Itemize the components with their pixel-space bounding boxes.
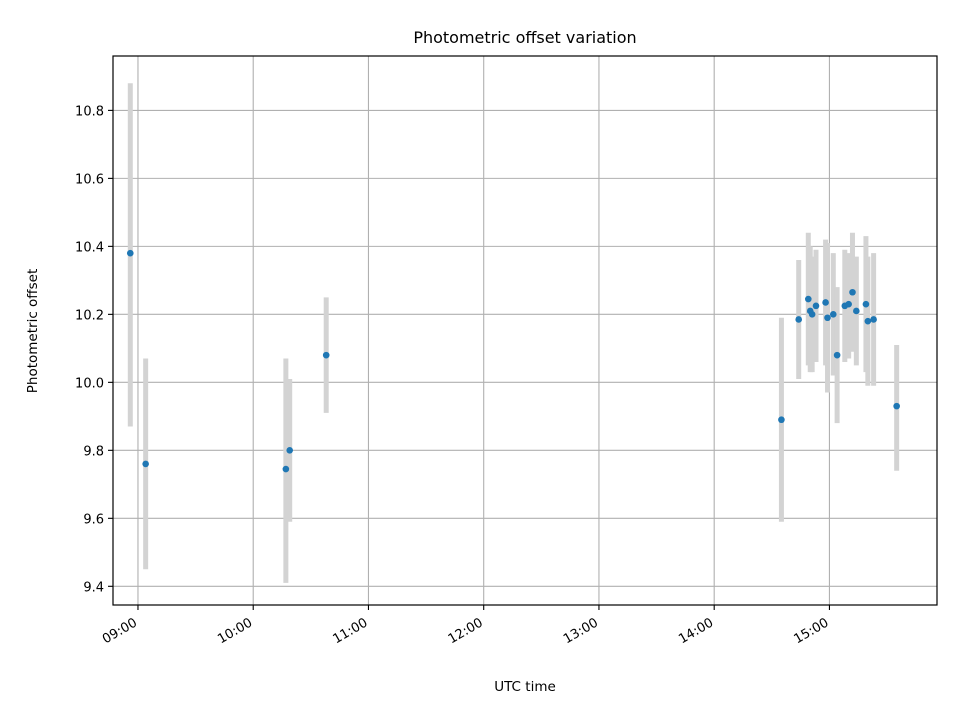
data-point	[862, 300, 870, 308]
y-tick-label: 9.6	[83, 512, 104, 527]
y-tick-label: 10.2	[75, 308, 104, 323]
data-points	[126, 249, 900, 473]
data-point	[322, 351, 330, 359]
data-point	[824, 314, 831, 322]
data-point	[795, 316, 803, 323]
y-tick-label: 9.8	[83, 444, 104, 459]
y-tick-label: 10.4	[75, 240, 104, 255]
y-axis-label: Photometric offset	[25, 269, 41, 393]
data-point	[864, 317, 872, 325]
x-axis-label: UTC time	[494, 679, 556, 695]
data-point	[808, 311, 816, 318]
y-tick-label: 10.0	[75, 376, 104, 391]
plot-frame	[112, 55, 938, 606]
data-point	[142, 460, 149, 468]
data-point	[845, 300, 852, 308]
data-point	[833, 351, 841, 359]
grid-lines	[113, 56, 937, 605]
data-point	[853, 307, 860, 315]
data-point	[893, 402, 900, 410]
chart-title: Photometric offset variation	[413, 28, 636, 47]
data-point	[282, 465, 290, 473]
data-point	[829, 311, 837, 318]
y-axis-ticks: 9.4 9.6 9.8 10.0 10.2 10.4 10.6 10.8	[75, 104, 113, 595]
y-tick-label: 9.4	[83, 580, 104, 595]
data-point	[286, 447, 294, 454]
data-point	[822, 299, 829, 306]
y-tick-label: 10.6	[75, 172, 104, 187]
data-point	[778, 416, 785, 424]
data-point	[870, 316, 877, 323]
data-point	[849, 288, 856, 296]
data-point	[812, 302, 820, 310]
y-tick-label: 10.8	[75, 104, 104, 119]
data-point	[126, 249, 134, 257]
data-point	[805, 295, 812, 303]
